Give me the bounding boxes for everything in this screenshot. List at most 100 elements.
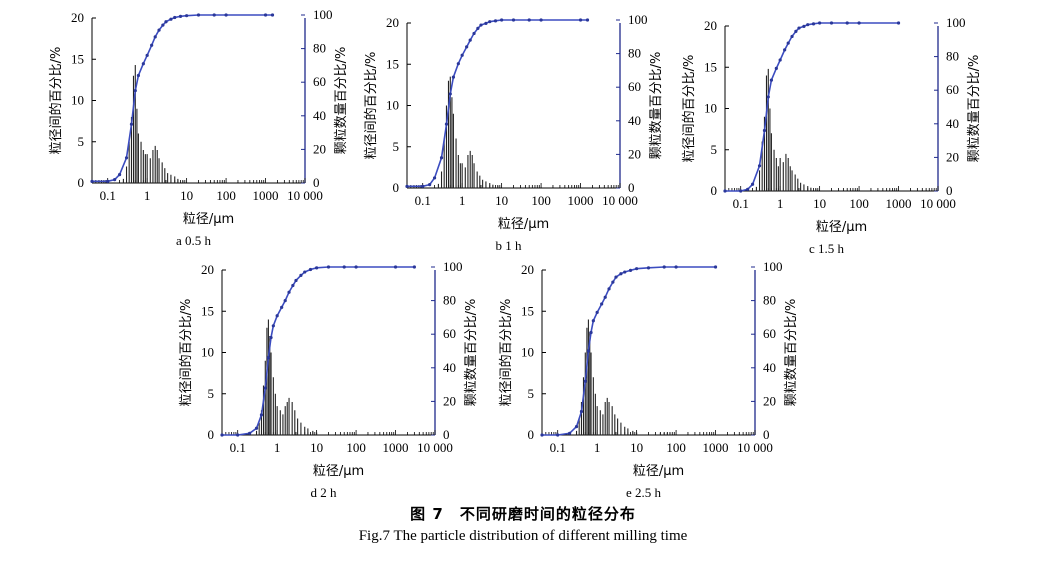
y2-axis-label: 颗粒数量百分比/%: [464, 299, 479, 407]
y2-axis-label: 颗粒数量百分比/%: [334, 47, 349, 155]
x-axis-label: 粒径/μm: [313, 464, 364, 479]
cumulative-point: [141, 62, 145, 66]
x-tick-label: 1000: [568, 193, 594, 208]
y2-tick-label: 20: [946, 149, 959, 164]
cumulative-point: [161, 23, 165, 27]
y-tick-label: 0: [711, 183, 718, 198]
y-axis-label: 粒径间的百分比/%: [48, 47, 64, 155]
y-tick-label: 0: [208, 427, 215, 442]
cumulative-point: [540, 433, 544, 437]
cumulative-point: [113, 178, 117, 182]
cumulative-point: [133, 89, 137, 93]
y2-tick-label: 80: [313, 41, 326, 56]
cumulative-point: [124, 156, 129, 160]
y-tick-label: 0: [528, 427, 535, 442]
cumulative-point: [269, 335, 273, 340]
x-tick-label: 10 000: [602, 193, 638, 208]
x-tick-label: 10: [495, 193, 508, 208]
y2-tick-label: 100: [313, 10, 333, 22]
panel-label: a 0.5 h: [176, 233, 212, 248]
chart-svg: 0 5 10 15 20 0 20 40 60 80 100 0.1 1 10 100 1000 10 000 粒…: [48, 10, 349, 248]
y2-tick-label: 0: [443, 427, 450, 442]
x-tick-label: 10 000: [417, 440, 453, 455]
cumulative-point: [212, 13, 216, 17]
panel-label: c 1.5 h: [809, 241, 845, 256]
x-tick-label: 10: [310, 440, 323, 455]
chart-panel-2: 0 5 10 15 20 0 20 40 60 80 100 0.1 1 10 100 1000 10 000 粒…: [355, 15, 675, 255]
cumulative-point: [444, 122, 449, 126]
cumulative-point: [723, 189, 727, 193]
cumulative-point: [254, 426, 259, 430]
x-tick-label: 1: [594, 440, 601, 455]
y-tick-label: 20: [521, 262, 534, 277]
cumulative-point: [308, 267, 313, 272]
cumulative-point: [662, 265, 666, 269]
cumulative-point: [106, 179, 110, 183]
y-tick-label: 20: [704, 18, 717, 33]
cumulative-point: [585, 18, 590, 22]
cumulative-point: [173, 15, 177, 20]
x-tick-label: 100: [666, 440, 686, 455]
y-tick-label: 20: [201, 262, 214, 277]
y-tick-label: 10: [704, 101, 717, 116]
x-axis-label: 粒径/μm: [498, 217, 549, 232]
cumulative-point: [579, 409, 584, 414]
y-tick-label: 20: [386, 15, 399, 30]
x-tick-label: 100: [346, 440, 366, 455]
x-tick-label: 0.1: [415, 193, 431, 208]
cumulative-line: [725, 22, 899, 192]
cumulative-point: [614, 275, 618, 279]
y2-tick-label: 60: [313, 74, 326, 89]
cumulative-point: [611, 280, 615, 284]
cumulative-point: [802, 24, 806, 28]
cumulative-point: [456, 62, 460, 66]
cumulative-point: [315, 266, 319, 270]
cumulative-point: [574, 425, 579, 429]
x-tick-label: 10: [630, 440, 643, 455]
cumulative-point: [674, 265, 678, 269]
y2-tick-label: 40: [763, 360, 776, 375]
y2-tick-label: 20: [443, 393, 456, 408]
cumulative-point: [896, 21, 901, 25]
cumulative-point: [578, 18, 583, 22]
x-tick-label: 10: [180, 188, 193, 203]
x-tick-label: 1: [459, 193, 466, 208]
cumulative-point: [774, 66, 778, 70]
cumulative-point: [224, 13, 228, 17]
cumulative-point: [484, 21, 488, 25]
chart-panel-4: 0 5 10 15 20 0 20 40 60 80 100 0.1 1 10 100 1000 10 000 粒…: [170, 262, 490, 502]
y2-tick-label: 0: [628, 180, 635, 195]
cumulative-point: [635, 267, 639, 271]
cumulative-point: [185, 14, 189, 18]
y-tick-label: 5: [78, 134, 85, 149]
cumulative-point: [811, 22, 816, 26]
cumulative-point: [646, 266, 651, 270]
cumulative-point: [786, 41, 790, 45]
cumulative-point: [90, 179, 94, 183]
y2-tick-label: 80: [946, 49, 959, 64]
panel-label: b 1 h: [496, 238, 523, 253]
y2-tick-label: 20: [628, 146, 641, 161]
x-tick-label: 1000: [703, 440, 729, 455]
cumulative-point: [448, 92, 452, 96]
cumulative-line: [92, 14, 273, 183]
cumulative-point: [586, 349, 591, 353]
cumulative-point: [619, 272, 623, 276]
cumulative-line: [407, 19, 588, 188]
cumulative-point: [794, 29, 798, 33]
x-tick-label: 10 000: [920, 196, 956, 211]
cumulative-point: [342, 265, 346, 269]
x-tick-label: 100: [531, 193, 551, 208]
cumulative-point: [476, 26, 480, 30]
chart-svg: 0 5 10 15 20 0 20 40 60 80 100 0.1 1 10 100 1000 10 000 粒…: [498, 262, 799, 500]
cumulative-point: [556, 433, 560, 437]
y-tick-label: 5: [711, 142, 718, 157]
cumulative-point: [857, 21, 861, 25]
cumulative-point: [263, 13, 268, 17]
y-tick-label: 10: [521, 345, 534, 360]
cumulative-point: [739, 189, 743, 193]
y2-tick-label: 40: [628, 113, 641, 128]
cumulative-point: [393, 265, 398, 269]
y2-tick-label: 20: [763, 393, 776, 408]
cumulative-point: [432, 176, 437, 180]
